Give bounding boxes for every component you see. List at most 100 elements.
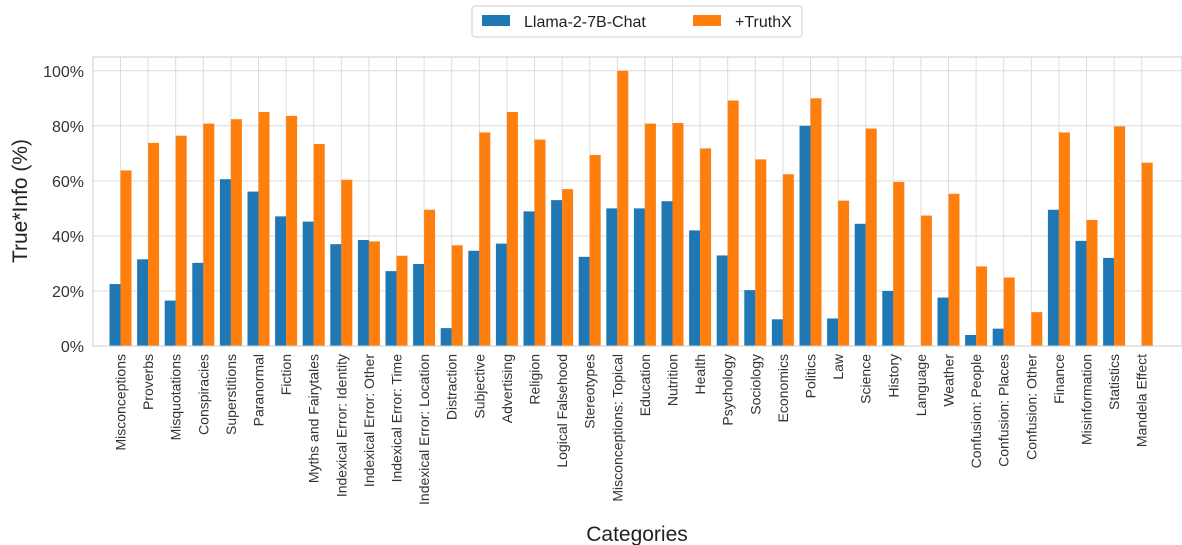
bar-truthx	[1086, 219, 1098, 346]
bar-truthx	[1003, 277, 1015, 346]
x-tick-label: Logical Falsehood	[554, 354, 570, 468]
y-tick-label: 80%	[52, 119, 84, 136]
x-tick-label: Advertising	[499, 354, 515, 423]
bar-truthx	[479, 132, 491, 346]
bar-truthx	[1031, 312, 1043, 346]
x-tick-label: Confusion: People	[968, 354, 984, 469]
bar-llama	[799, 125, 811, 346]
y-tick-label: 100%	[43, 64, 84, 81]
bar-llama	[275, 216, 287, 346]
bar-truthx	[258, 112, 270, 346]
x-tick-label: Fiction	[278, 354, 294, 395]
x-tick-label: Indexical Error: Location	[416, 354, 432, 505]
x-tick-label: Indexical Error: Time	[389, 354, 405, 483]
legend-swatch-truthx	[693, 15, 721, 26]
bar-truthx	[1058, 132, 1070, 346]
bar-llama	[689, 230, 701, 346]
bar-truthx	[644, 123, 656, 346]
x-axis-label: Categories	[586, 523, 688, 545]
x-tick-label: Sociology	[747, 354, 763, 415]
x-tick-label: Subjective	[471, 354, 487, 419]
bar-truthx	[1141, 162, 1153, 346]
bar-llama	[357, 240, 369, 346]
bar-llama	[633, 208, 645, 346]
x-tick-label: Conspiracies	[195, 354, 211, 435]
bar-llama	[385, 271, 397, 346]
x-tick-label: Confusion: Other	[1023, 354, 1039, 460]
y-tick-label: 40%	[52, 229, 84, 246]
bar-truthx	[700, 148, 712, 346]
bar-truthx	[313, 143, 325, 346]
x-tick-label: Misquotations	[168, 354, 184, 440]
x-tick-label: Health	[692, 354, 708, 394]
x-tick-label: Politics	[803, 354, 819, 398]
x-tick-label: Economics	[775, 354, 791, 422]
bar-llama	[882, 290, 894, 346]
bar-llama	[302, 221, 314, 346]
x-tick-label: Myths and Fairytales	[306, 354, 322, 483]
x-tick-label: Language	[913, 354, 929, 417]
x-tick-label: Finance	[1051, 354, 1067, 404]
bar-truthx	[534, 139, 546, 346]
legend-swatch-llama	[482, 15, 510, 26]
bar-truthx	[838, 200, 850, 346]
bar-llama	[551, 200, 563, 346]
bar-llama	[109, 284, 121, 346]
bar-truthx	[341, 179, 353, 346]
y-axis-ticks: 0% 20% 40% 60% 80% 100%	[43, 64, 84, 356]
bar-truthx	[920, 215, 932, 346]
bar-llama	[164, 300, 176, 346]
x-tick-label: Statistics	[1106, 354, 1122, 410]
bar-truthx	[617, 70, 629, 346]
bar-llama	[192, 262, 204, 346]
x-tick-label: Misconceptions	[113, 354, 129, 451]
legend-frame	[471, 5, 803, 38]
bar-llama	[827, 318, 839, 346]
bar-llama	[578, 256, 590, 346]
bar-llama	[495, 243, 507, 346]
bar-truthx	[976, 266, 988, 346]
bar-llama	[468, 250, 480, 346]
x-tick-label: Confusion: Places	[996, 354, 1012, 467]
bar-llama	[1103, 257, 1115, 346]
bar-llama	[1047, 209, 1059, 346]
bar-llama	[137, 259, 149, 346]
bar-truthx	[810, 98, 822, 347]
bar-llama	[219, 179, 231, 346]
bar-truthx	[727, 100, 739, 347]
legend-label-truthx: +TruthX	[735, 14, 792, 31]
bar-truthx	[203, 123, 215, 346]
bar-llama	[854, 223, 866, 346]
bar-llama	[771, 319, 783, 346]
x-axis-ticks: Misconceptions Proverbs Misquotations Consp…	[113, 353, 1150, 505]
x-tick-label: History	[885, 354, 901, 398]
bar-truthx	[755, 159, 767, 346]
y-tick-label: 0%	[61, 339, 84, 356]
bar-llama	[440, 328, 452, 346]
plot-frame	[92, 56, 1182, 347]
x-tick-label: Law	[830, 353, 846, 380]
x-tick-label: Misconceptions: Topical	[609, 354, 625, 502]
bar-truthx	[396, 255, 408, 346]
bar-llama	[606, 208, 618, 346]
bar-truthx	[175, 135, 187, 346]
x-tick-label: Proverbs	[140, 354, 156, 410]
bar-truthx	[424, 209, 436, 346]
bar-llama	[330, 244, 342, 346]
bar-truthx	[782, 174, 794, 346]
bar-llama	[661, 201, 673, 346]
x-tick-label: Psychology	[720, 354, 736, 426]
x-tick-label: Paranormal	[251, 354, 267, 426]
x-tick-label: Weather	[941, 354, 957, 407]
bar-truthx	[948, 193, 960, 346]
bar-llama	[523, 211, 535, 346]
bar-truthx	[589, 154, 601, 346]
bar-llama	[937, 297, 949, 346]
x-tick-label: Stereotypes	[582, 354, 598, 429]
y-axis-label: True*Info (%)	[9, 139, 32, 263]
bar-truthx	[506, 112, 518, 346]
bar-truthx	[672, 123, 684, 346]
bar-truthx	[286, 115, 298, 346]
bar-llama	[965, 334, 977, 346]
x-tick-label: Nutrition	[665, 354, 681, 406]
